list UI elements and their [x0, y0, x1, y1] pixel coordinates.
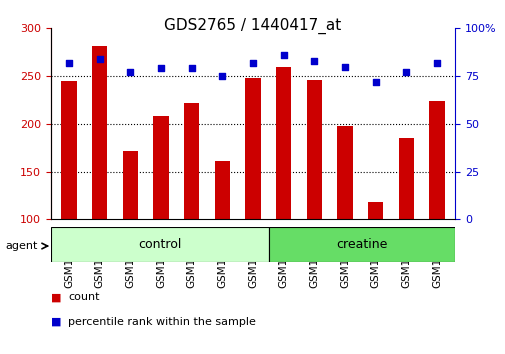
Bar — [306, 80, 321, 315]
Bar — [184, 103, 199, 315]
Point — [126, 69, 134, 75]
Point — [432, 60, 440, 65]
Bar — [214, 161, 230, 315]
Bar — [398, 138, 413, 315]
Bar — [153, 116, 168, 315]
Text: agent: agent — [5, 241, 37, 251]
Point — [340, 64, 348, 69]
Point — [310, 58, 318, 64]
Text: count: count — [68, 292, 99, 302]
Point — [279, 52, 287, 58]
Bar — [61, 81, 77, 315]
Point — [187, 65, 195, 71]
Text: control: control — [138, 238, 181, 251]
Bar — [92, 46, 107, 315]
Text: ■: ■ — [50, 317, 61, 327]
Bar — [428, 101, 444, 315]
Bar — [367, 202, 383, 315]
Bar — [275, 67, 291, 315]
Text: percentile rank within the sample: percentile rank within the sample — [68, 317, 256, 327]
Point — [157, 65, 165, 71]
Point — [218, 73, 226, 79]
FancyBboxPatch shape — [268, 227, 454, 262]
Bar — [245, 78, 260, 315]
Point — [371, 79, 379, 85]
Bar — [122, 151, 138, 315]
FancyBboxPatch shape — [50, 227, 268, 262]
Text: ■: ■ — [50, 292, 61, 302]
Text: creatine: creatine — [336, 238, 387, 251]
Point — [95, 56, 104, 62]
Text: GDS2765 / 1440417_at: GDS2765 / 1440417_at — [164, 18, 341, 34]
Bar — [337, 126, 352, 315]
Point — [401, 69, 410, 75]
Point — [65, 60, 73, 65]
Point — [248, 60, 257, 65]
